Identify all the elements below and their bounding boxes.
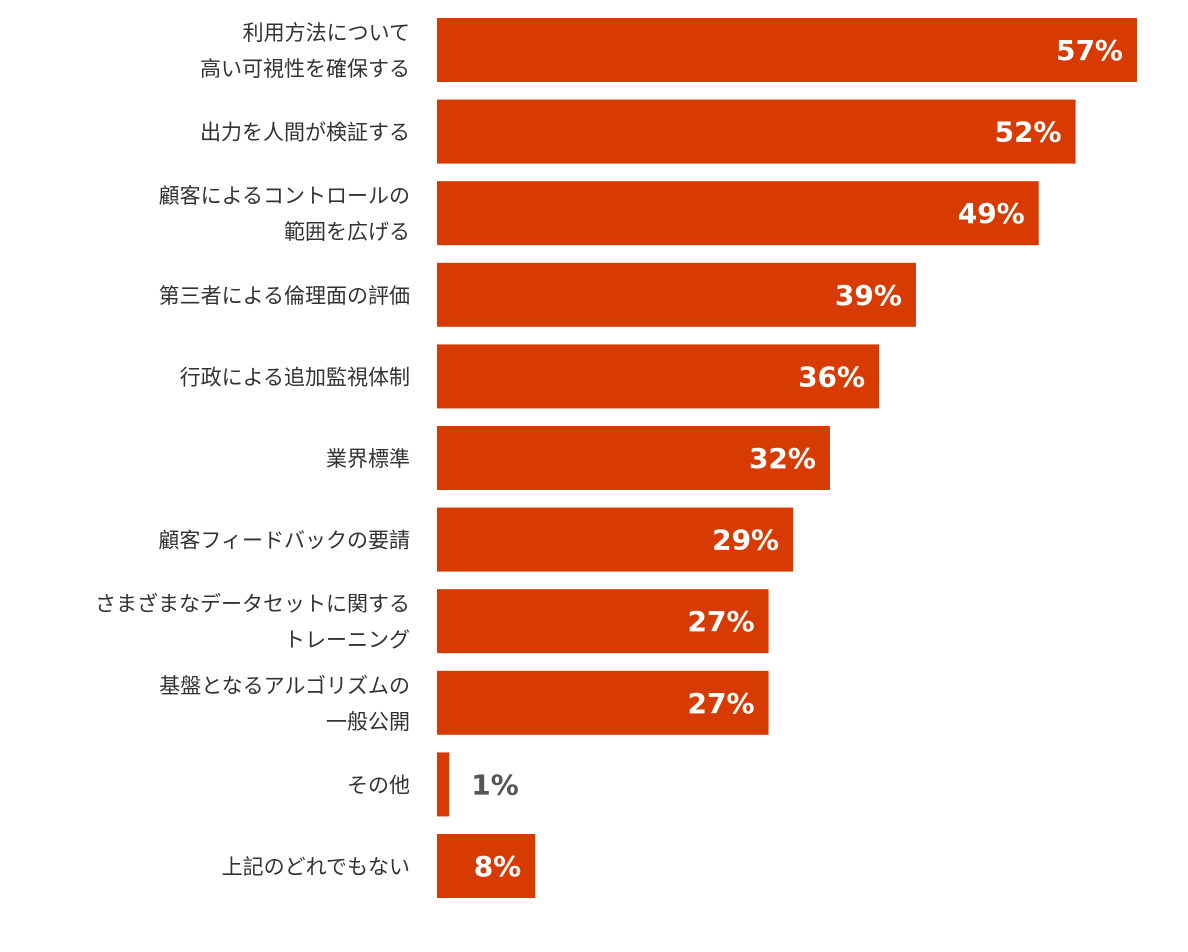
value-label-5: 32% — [749, 442, 816, 475]
bar-10 — [437, 834, 536, 898]
category-label-5-line-0: 業界標準 — [326, 447, 410, 471]
bar-6 — [437, 507, 794, 572]
value-label-10: 8% — [474, 850, 522, 883]
category-label-7-line-0: さまざまなデータセットに関する — [95, 592, 410, 616]
value-label-4: 36% — [798, 360, 865, 393]
bar-3 — [437, 262, 916, 327]
value-label-2: 49% — [958, 197, 1025, 230]
category-label-2-line-0: 顧客によるコントロールの — [159, 184, 410, 208]
bar-7 — [437, 589, 769, 654]
value-label-6: 29% — [712, 524, 779, 557]
bar-5 — [437, 426, 830, 490]
category-label-0-line-1: 高い可視性を確保する — [200, 57, 410, 81]
value-label-3: 39% — [835, 279, 902, 312]
category-label-1-line-0: 出力を人間が検証する — [200, 121, 410, 145]
category-label-0-line-0: 利用方法について — [243, 21, 410, 45]
bar-0 — [437, 18, 1137, 82]
category-label-10-line-0: 上記のどれでもない — [222, 855, 410, 879]
bar-1 — [437, 99, 1076, 164]
value-label-1: 52% — [995, 116, 1062, 149]
category-label-9-line-0: その他 — [347, 773, 410, 797]
bar-8 — [437, 670, 769, 735]
category-label-8-line-1: 一般公開 — [326, 710, 410, 734]
value-label-0: 57% — [1056, 34, 1123, 67]
category-label-3-line-0: 第三者による倫理面の評価 — [159, 284, 410, 308]
value-label-7: 27% — [688, 605, 755, 638]
value-label-8: 27% — [688, 687, 755, 720]
bar-2 — [437, 181, 1039, 246]
category-label-6-line-0: 顧客フィードバックの要請 — [158, 529, 410, 553]
category-label-8-line-0: 基盤となるアルゴリズムの — [159, 674, 410, 698]
value-label-9: 1% — [471, 768, 519, 801]
bar-4 — [437, 344, 880, 409]
category-label-7-line-1: トレーニング — [284, 628, 410, 652]
category-label-4-line-0: 行政による追加監視体制 — [180, 365, 410, 389]
category-label-2-line-1: 範囲を広げる — [284, 220, 410, 244]
bar-9 — [437, 752, 450, 817]
